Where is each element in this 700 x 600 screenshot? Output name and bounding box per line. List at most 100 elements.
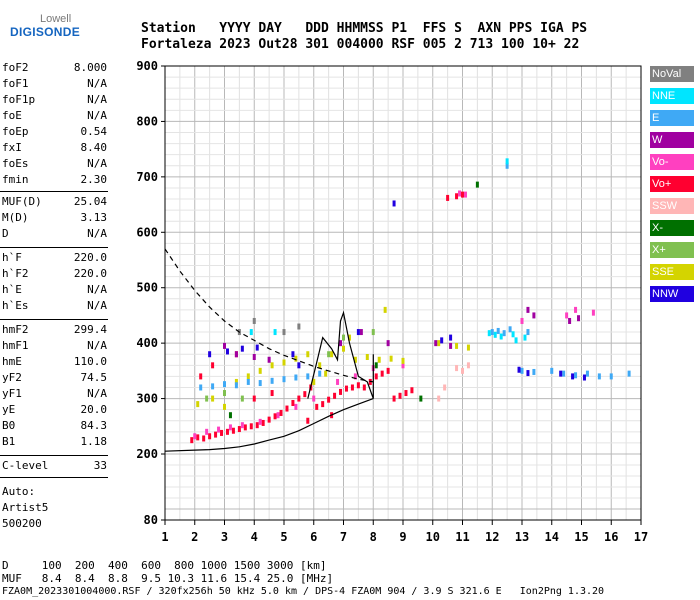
data-point-vo-	[261, 419, 265, 426]
data-point-vo-	[356, 382, 360, 389]
data-point-e	[246, 378, 250, 385]
data-point-x-	[205, 395, 209, 402]
y-tick-label: 80	[144, 513, 158, 527]
data-point-w	[532, 312, 536, 319]
data-point-w	[234, 351, 238, 358]
data-point-sse	[306, 351, 310, 358]
data-point-vo-	[279, 409, 283, 416]
data-point-nnw	[392, 200, 396, 207]
data-point-x-	[374, 362, 378, 369]
header-labels: Station YYYY DAY DDD HHMMSS P1 FFS S AXN…	[141, 21, 588, 36]
param-value: N/A	[87, 77, 107, 90]
data-point-e	[532, 368, 536, 375]
data-point-w	[223, 342, 226, 349]
param-name: hmF1	[2, 339, 29, 352]
data-point-noval	[297, 323, 301, 330]
param-value: N/A	[87, 283, 107, 296]
data-point-e	[562, 370, 566, 377]
data-point-w	[568, 317, 572, 324]
param-name: yF2	[2, 371, 22, 384]
data-point-vo-	[574, 306, 578, 313]
x-tick-label: 10	[426, 530, 440, 544]
auto-version: 500200	[2, 517, 42, 530]
data-point-vo-	[374, 373, 378, 380]
data-point-e	[270, 377, 274, 384]
param-name: B1	[2, 435, 16, 448]
param-value: 299.4	[73, 323, 107, 336]
legend-item-nnw: NNW	[650, 286, 694, 302]
y-tick-label: 900	[136, 59, 158, 73]
param-value: 2.30	[80, 173, 108, 186]
data-point-sse	[258, 367, 262, 374]
data-point-vo-	[520, 317, 524, 324]
data-point-sse	[437, 340, 441, 347]
data-point-vo-	[211, 362, 215, 369]
data-point-noval	[252, 317, 256, 324]
data-point-x-	[240, 395, 244, 402]
data-point-x-	[342, 334, 345, 341]
legend-item-nne: NNE	[650, 88, 694, 104]
data-point-nne	[249, 329, 253, 336]
param-value: 20.0	[80, 403, 108, 416]
data-point-ssw	[437, 395, 441, 402]
param-name: foEp	[2, 125, 29, 138]
data-point-e	[585, 370, 589, 377]
data-point-vo-	[458, 190, 462, 197]
data-point-vo-	[446, 194, 450, 201]
data-point-nnw	[582, 374, 586, 381]
data-point-vo-	[249, 423, 253, 430]
param-name: C-level	[2, 459, 49, 472]
data-point-vo-	[225, 428, 229, 435]
data-point-e	[211, 383, 215, 390]
param-value: 3.13	[80, 211, 108, 224]
data-point-vo-	[380, 370, 384, 377]
legend-item-w: W	[650, 132, 694, 148]
data-point-vo-	[565, 312, 569, 319]
data-point-vo-	[410, 387, 414, 394]
param-value: 1.18	[80, 435, 108, 448]
param-separator	[0, 191, 108, 192]
param-value: N/A	[87, 227, 107, 240]
data-point-sse	[318, 362, 322, 369]
plot-frame	[164, 65, 642, 521]
data-point-nnw	[571, 373, 575, 380]
ticks-layer: 1 2 3 4 5 6 7 8 9 10 11 12 13 14 15 16 17802003004005006…	[136, 59, 648, 544]
param-name: fmin	[2, 173, 29, 186]
y-tick-label: 800	[136, 114, 158, 128]
param-value: N/A	[87, 339, 107, 352]
param-value: N/A	[87, 157, 107, 170]
data-point-vo-	[312, 395, 316, 402]
data-point-vo-	[461, 191, 464, 198]
data-point-vo-	[327, 396, 331, 403]
data-point-nnw	[440, 337, 444, 344]
x-tick-label: 14	[545, 530, 559, 544]
data-point-vo-	[294, 403, 298, 410]
legend-item-vo-: Vo+	[650, 176, 694, 192]
param-name: foF2	[2, 61, 29, 74]
data-point-vo-	[208, 433, 212, 440]
data-point-nne	[523, 334, 527, 341]
data-point-e	[502, 330, 506, 337]
data-point-vo-	[398, 392, 402, 399]
data-point-ssw	[466, 362, 470, 369]
data-point-vo-	[214, 431, 218, 438]
param-separator	[0, 455, 108, 456]
param-name: h`Es	[2, 299, 29, 312]
legend-item-noval: NoVal	[650, 66, 694, 82]
param-name: hmF2	[2, 323, 29, 336]
y-tick-label: 500	[136, 281, 158, 295]
file-info: FZA0M_2023301004000.RSF / 320fx256h 50 k…	[2, 586, 605, 597]
profile-trace-0	[164, 398, 374, 452]
data-point-sse	[401, 357, 405, 364]
x-tick-label: 2	[191, 530, 198, 544]
data-point-nnw	[240, 345, 244, 352]
data-point-vo-	[303, 391, 307, 398]
data-point-sse	[466, 344, 470, 351]
data-point-e	[294, 374, 298, 381]
param-value: 33	[93, 459, 107, 472]
param-name: h`F2	[2, 267, 29, 280]
data-point-e	[318, 370, 322, 377]
param-name: fxI	[2, 141, 22, 154]
data-point-vo-	[386, 367, 390, 374]
